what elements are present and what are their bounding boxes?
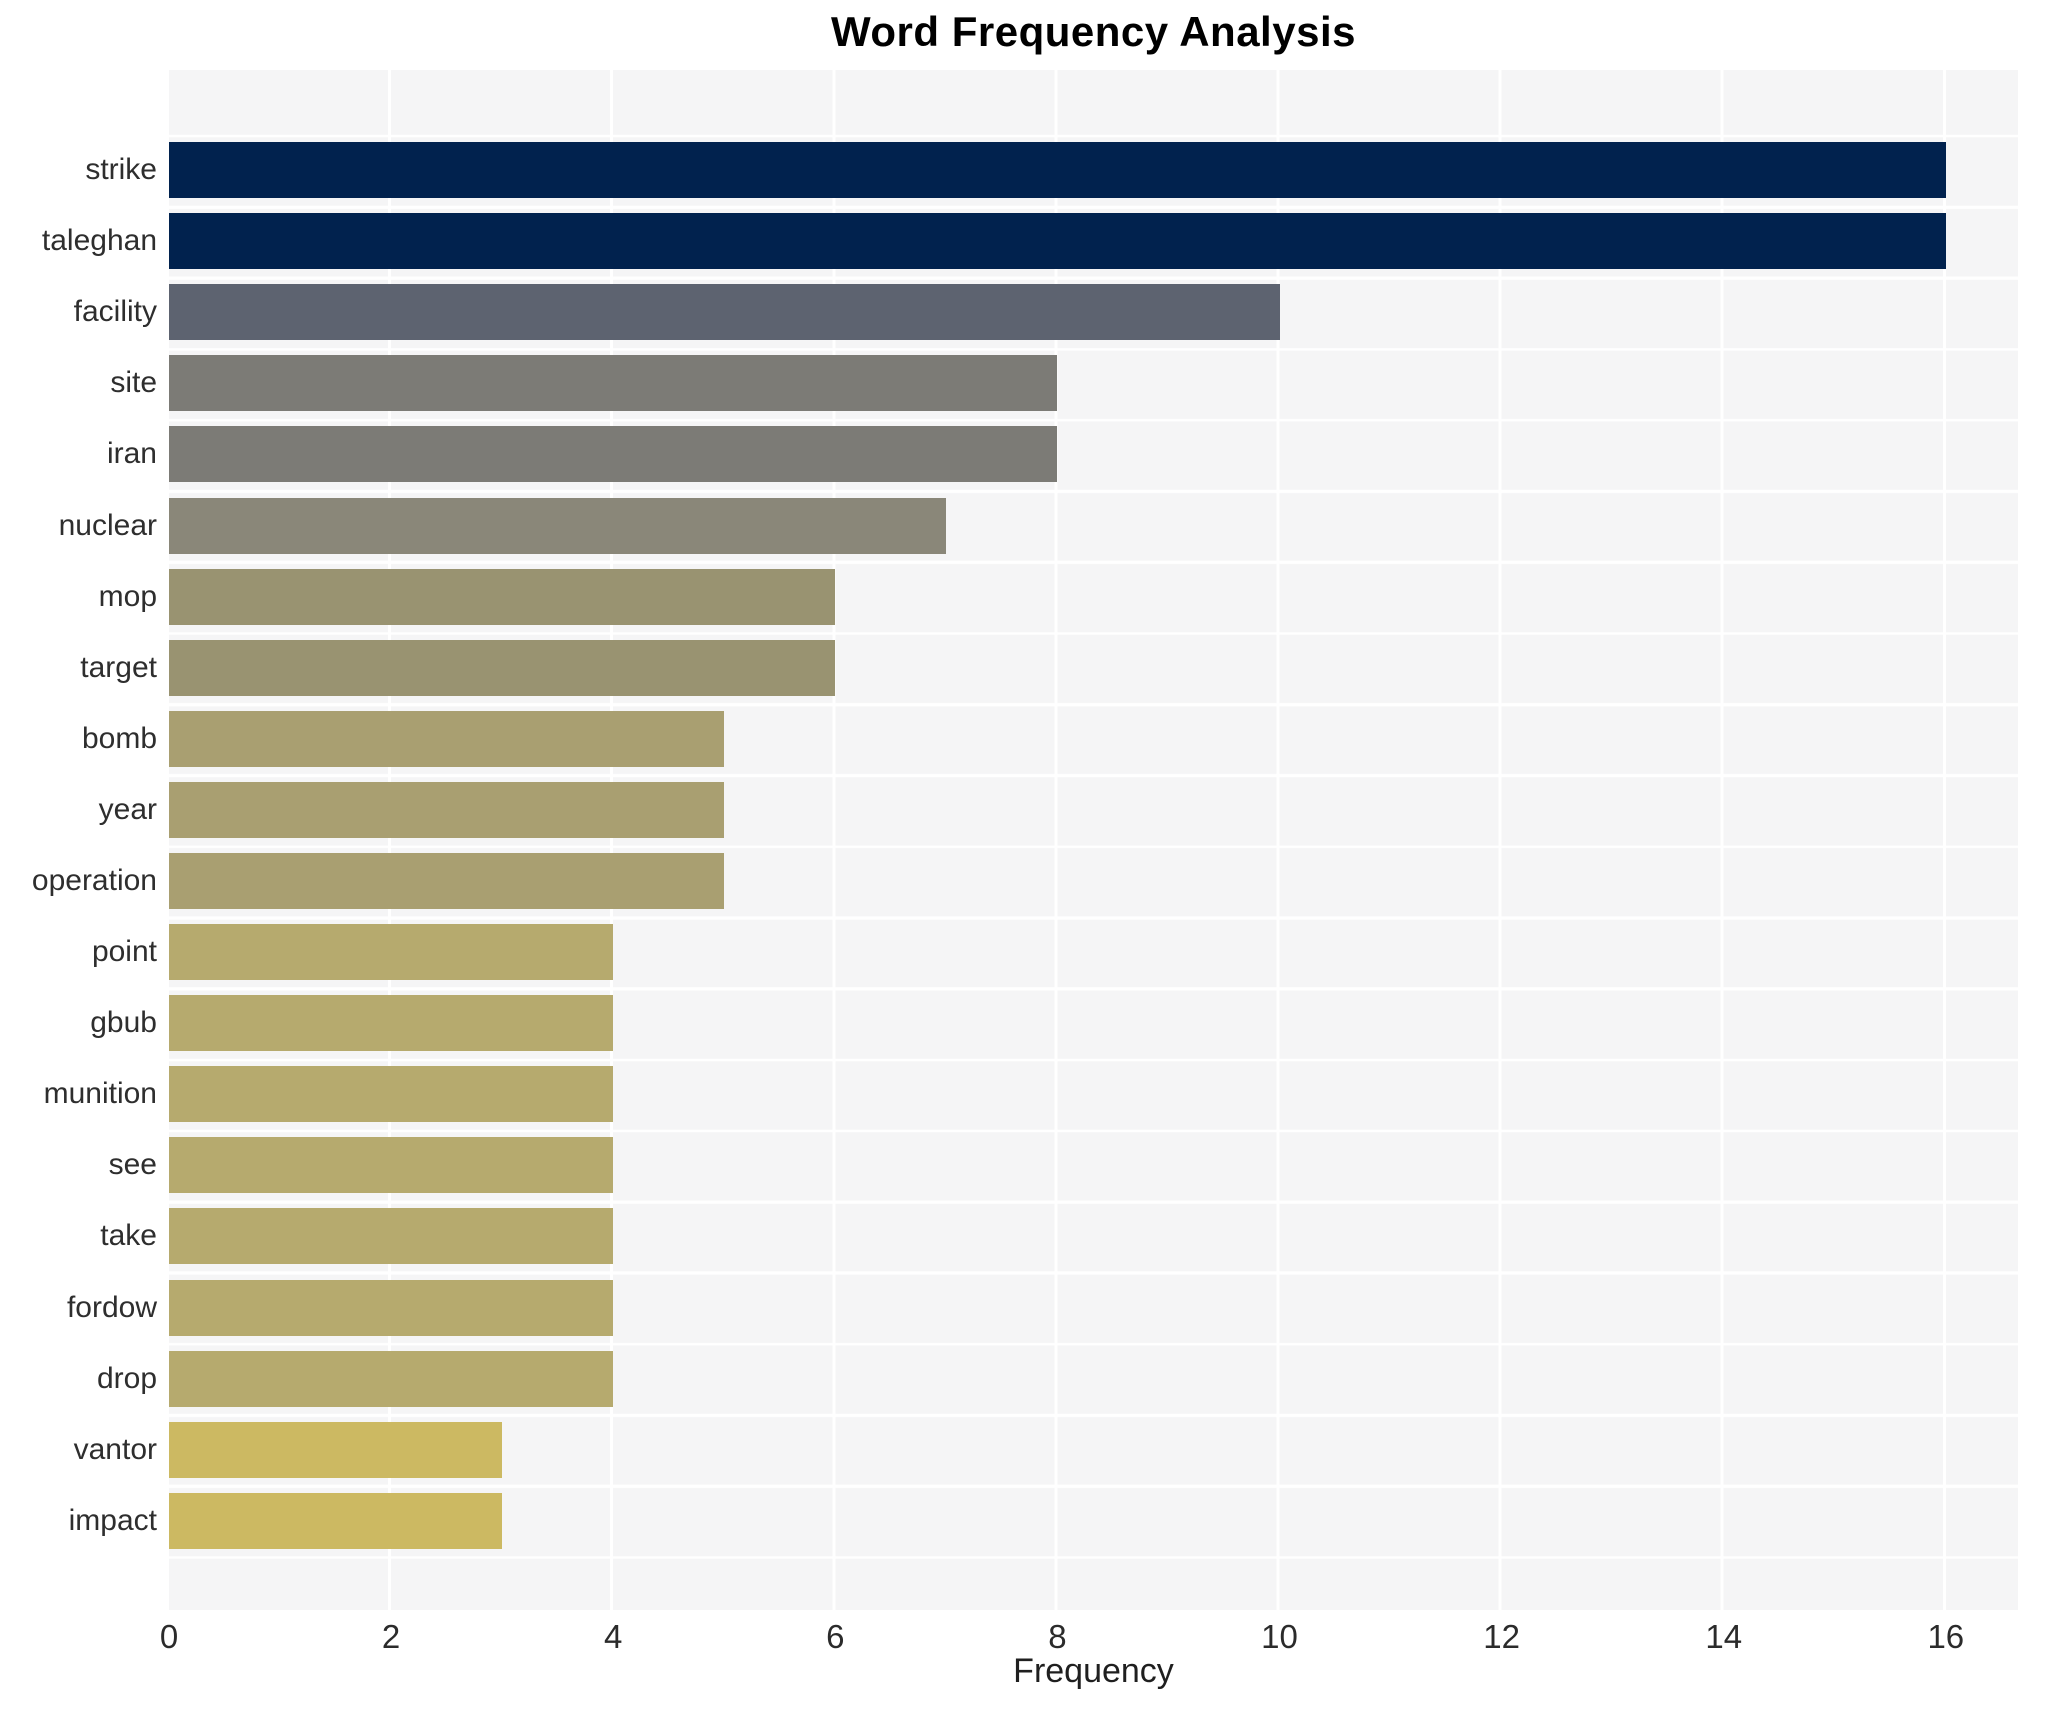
x-tick-label: 0 bbox=[159, 1618, 179, 1655]
bar bbox=[169, 781, 725, 838]
bar-row: facility bbox=[74, 277, 2018, 348]
x-tick-label: 6 bbox=[826, 1618, 845, 1655]
y-axis-label: taleghan bbox=[41, 224, 157, 258]
bar-row: see bbox=[109, 1130, 2018, 1201]
y-axis-label: drop bbox=[96, 1361, 157, 1395]
y-axis-label: fordow bbox=[66, 1290, 157, 1324]
y-axis-label: gbub bbox=[90, 1006, 157, 1040]
y-axis-label: munition bbox=[43, 1077, 157, 1111]
bar bbox=[169, 852, 725, 909]
bar-row: take bbox=[100, 1201, 2018, 1272]
x-tick-label: 10 bbox=[1261, 1618, 1298, 1655]
bar bbox=[169, 284, 1280, 341]
bar bbox=[169, 1492, 503, 1549]
y-axis-label: facility bbox=[73, 295, 157, 329]
x-tick-label: 14 bbox=[1705, 1618, 1743, 1655]
bar-row: bomb bbox=[82, 703, 2018, 774]
y-axis-label: mop bbox=[98, 579, 157, 613]
bar-row: operation bbox=[32, 845, 2018, 916]
y-axis-label: target bbox=[80, 650, 157, 684]
bar bbox=[169, 426, 1058, 483]
bar-row: vantor bbox=[74, 1414, 2018, 1485]
bar-row: fordow bbox=[67, 1272, 2018, 1343]
y-axis-label: bomb bbox=[81, 721, 157, 755]
x-tick-label: 16 bbox=[1927, 1618, 1965, 1655]
x-tick-label: 8 bbox=[1048, 1618, 1067, 1655]
bar-row: nuclear bbox=[59, 490, 2018, 561]
bar bbox=[169, 497, 947, 554]
y-axis-label: site bbox=[110, 366, 157, 400]
bars-container: strike taleghan facility site iran nucle… bbox=[32, 135, 2018, 1557]
bar bbox=[169, 995, 614, 1052]
y-axis-label: vantor bbox=[73, 1432, 157, 1466]
y-axis-label: iran bbox=[106, 437, 157, 471]
bar bbox=[169, 1137, 614, 1194]
x-axis-ticks: 0 2 4 6 8 10 12 14 16 bbox=[160, 1610, 2018, 1656]
bar-row: taleghan bbox=[42, 206, 2018, 277]
bar-row: strike bbox=[85, 135, 2018, 206]
y-axis-label: see bbox=[108, 1148, 157, 1182]
x-tick-label: 4 bbox=[604, 1618, 623, 1655]
bar-row: site bbox=[110, 348, 2018, 419]
bar-row: munition bbox=[44, 1059, 2018, 1130]
bar bbox=[169, 1421, 503, 1478]
bar bbox=[169, 355, 1058, 412]
bar bbox=[169, 213, 1946, 270]
y-axis-label: operation bbox=[31, 863, 157, 897]
y-axis-label: impact bbox=[68, 1503, 157, 1537]
bar bbox=[169, 1066, 614, 1123]
bar-row: mop bbox=[99, 561, 2018, 632]
bar bbox=[169, 568, 836, 625]
x-tick-label: 2 bbox=[381, 1618, 401, 1655]
bar-row: point bbox=[92, 917, 2018, 988]
bar-row: iran bbox=[107, 419, 2018, 490]
y-axis-label: nuclear bbox=[58, 508, 157, 542]
y-axis-label: take bbox=[100, 1219, 157, 1253]
y-axis-label: point bbox=[91, 935, 157, 969]
bar bbox=[169, 1350, 614, 1407]
bar-row: gbub bbox=[90, 988, 2018, 1059]
y-axis-label: year bbox=[98, 792, 157, 826]
bar bbox=[169, 142, 1946, 199]
bar bbox=[169, 710, 725, 767]
bar-row: year bbox=[99, 774, 2018, 845]
x-tick-label: 12 bbox=[1483, 1618, 1520, 1655]
bar-row: drop bbox=[97, 1343, 2018, 1414]
bar bbox=[169, 639, 836, 696]
bar bbox=[169, 924, 614, 981]
bar bbox=[169, 1208, 614, 1265]
chart-title: Word Frequency Analysis bbox=[831, 8, 1356, 55]
bar bbox=[169, 1279, 614, 1336]
x-axis-title: Frequency bbox=[1013, 1652, 1174, 1690]
y-axis-label: strike bbox=[85, 153, 157, 187]
bar-row: target bbox=[80, 632, 2018, 703]
bar-row: impact bbox=[69, 1485, 2018, 1556]
plot-area: strike taleghan facility site iran nucle… bbox=[32, 70, 2018, 1610]
